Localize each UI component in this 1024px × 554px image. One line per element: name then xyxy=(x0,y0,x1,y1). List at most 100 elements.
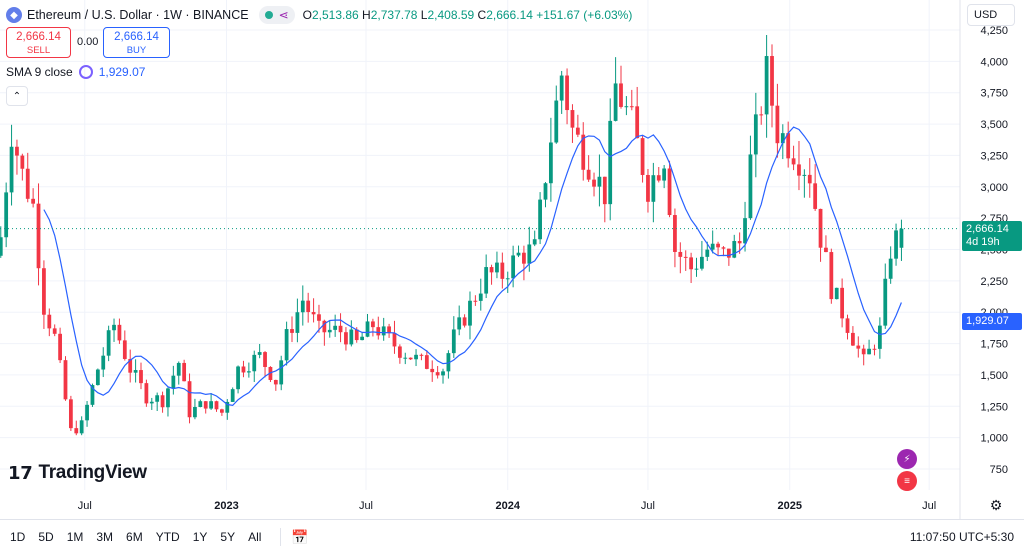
symbol-title[interactable]: Ethereum / U.S. Dollar · 1W · BINANCE xyxy=(27,8,249,22)
range-buttons: 1D 5D 1M 3M 6M YTD 1Y 5Y All xyxy=(10,530,274,544)
candle-body xyxy=(36,203,41,269)
range-button-ytd[interactable]: YTD xyxy=(155,530,180,544)
tradingview-mark-icon: 𝟭𝟳 xyxy=(8,462,33,483)
candle-body xyxy=(629,106,634,108)
us-flag-event-icon[interactable]: ≡ xyxy=(897,471,917,491)
candle-body xyxy=(532,239,537,245)
candle-body xyxy=(527,244,532,264)
candle-body xyxy=(468,300,472,326)
x-tick-label: Jul xyxy=(922,500,936,512)
candle-body xyxy=(840,287,845,319)
candle-body xyxy=(284,329,289,361)
candle-body xyxy=(689,257,693,270)
candle-body xyxy=(516,252,521,256)
range-button-1y[interactable]: 1Y xyxy=(192,530,208,544)
candle-body xyxy=(656,175,661,181)
x-tick-label: 2023 xyxy=(214,500,238,512)
currency-selector[interactable]: USD xyxy=(967,4,1015,26)
range-button-5d[interactable]: 5D xyxy=(38,530,54,544)
status-pill[interactable]: ⋖ xyxy=(258,6,295,24)
range-button-all[interactable]: All xyxy=(248,530,262,544)
sell-button[interactable]: 2,666.14 SELL xyxy=(6,27,71,58)
buy-button[interactable]: 2,666.14 BUY xyxy=(103,27,170,58)
y-tick-label: 1,000 xyxy=(980,433,1008,445)
x-tick-label: Jul xyxy=(78,500,92,512)
candle-body xyxy=(52,328,57,334)
candle-body xyxy=(662,168,667,181)
candle-body xyxy=(376,327,381,336)
candle-body xyxy=(619,83,623,107)
y-tick-label: 3,750 xyxy=(980,88,1008,100)
candle-body xyxy=(700,256,704,269)
candle-body xyxy=(133,370,138,373)
candle-body xyxy=(570,110,575,128)
clock[interactable]: 11:07:50 UTC+5:30 xyxy=(909,530,1014,544)
candle-body xyxy=(160,395,165,408)
candle-body xyxy=(58,333,62,361)
candle-body xyxy=(500,262,505,279)
range-button-6m[interactable]: 6M xyxy=(126,530,143,544)
candle-body xyxy=(748,154,753,219)
sma-price-tag: 1,929.07 xyxy=(962,313,1022,330)
tradingview-logo[interactable]: 𝟭𝟳 TradingView xyxy=(8,462,147,484)
ethereum-icon: ◆ xyxy=(6,7,22,23)
range-button-1m[interactable]: 1M xyxy=(66,530,84,544)
range-button-1d[interactable]: 1D xyxy=(10,530,26,544)
candle-body xyxy=(300,300,305,313)
candle-body xyxy=(495,262,499,273)
candle-body xyxy=(484,267,489,294)
candle-body xyxy=(478,293,483,301)
y-tick-label: 1,750 xyxy=(980,339,1008,351)
indicator-value: 1,929.07 xyxy=(98,65,146,79)
indicator-label[interactable]: SMA 9 close xyxy=(6,65,73,79)
candle-body xyxy=(554,100,559,143)
buy-label: BUY xyxy=(126,45,147,56)
candle-body xyxy=(586,169,591,180)
candle-body xyxy=(834,287,839,300)
collapse-legend-button[interactable]: ⌃ xyxy=(6,86,28,106)
candle-body xyxy=(63,360,68,400)
candle-body xyxy=(624,106,629,108)
candle-body xyxy=(888,258,893,279)
lightning-event-icon[interactable]: ⚡ xyxy=(897,449,917,469)
candle-body xyxy=(592,179,596,187)
candle-body xyxy=(408,357,413,360)
current-price: 2,666.14 xyxy=(966,223,1009,235)
candle-body xyxy=(322,320,327,333)
candle-body xyxy=(279,360,284,385)
candle-body xyxy=(764,56,769,115)
candle-body xyxy=(861,348,866,355)
candle-body xyxy=(710,243,715,250)
y-tick-label: 3,000 xyxy=(980,182,1008,194)
bar-countdown: 4d 19h xyxy=(966,236,1000,248)
indicator-legend[interactable]: SMA 9 close 1,929.07 xyxy=(6,65,145,79)
candle-body xyxy=(797,164,801,176)
candle-body xyxy=(505,278,510,280)
range-button-3m[interactable]: 3M xyxy=(96,530,114,544)
candle-body xyxy=(392,333,397,347)
candle-body xyxy=(683,256,688,258)
candle-body xyxy=(651,175,656,202)
candle-body xyxy=(203,401,208,409)
symbol-legend[interactable]: ◆ Ethereum / U.S. Dollar · 1W · BINANCE … xyxy=(6,6,632,24)
candle-body xyxy=(462,317,467,326)
candle-body xyxy=(79,420,84,434)
candle-body xyxy=(225,401,230,413)
price-chart[interactable]: 7501,0001,2501,5001,7502,0002,2502,5002,… xyxy=(0,0,1024,519)
calendar-icon[interactable]: 📅 xyxy=(291,528,309,545)
candle-body xyxy=(187,381,192,418)
gear-icon[interactable]: ⚙ xyxy=(989,497,1003,513)
candle-body xyxy=(791,158,796,165)
candle-body xyxy=(403,357,408,359)
share-icon[interactable]: ⋖ xyxy=(278,8,289,22)
candle-body xyxy=(457,317,462,330)
range-button-5y[interactable]: 5Y xyxy=(220,530,236,544)
candle-body xyxy=(31,198,36,204)
current-price-tag: 2,666.14 4d 19h xyxy=(962,221,1022,251)
candle-body xyxy=(365,321,370,337)
y-tick-label: 3,500 xyxy=(980,119,1008,131)
candle-body xyxy=(451,329,456,354)
candle-body xyxy=(597,176,602,187)
candle-body xyxy=(899,228,904,248)
candle-body xyxy=(327,329,332,333)
